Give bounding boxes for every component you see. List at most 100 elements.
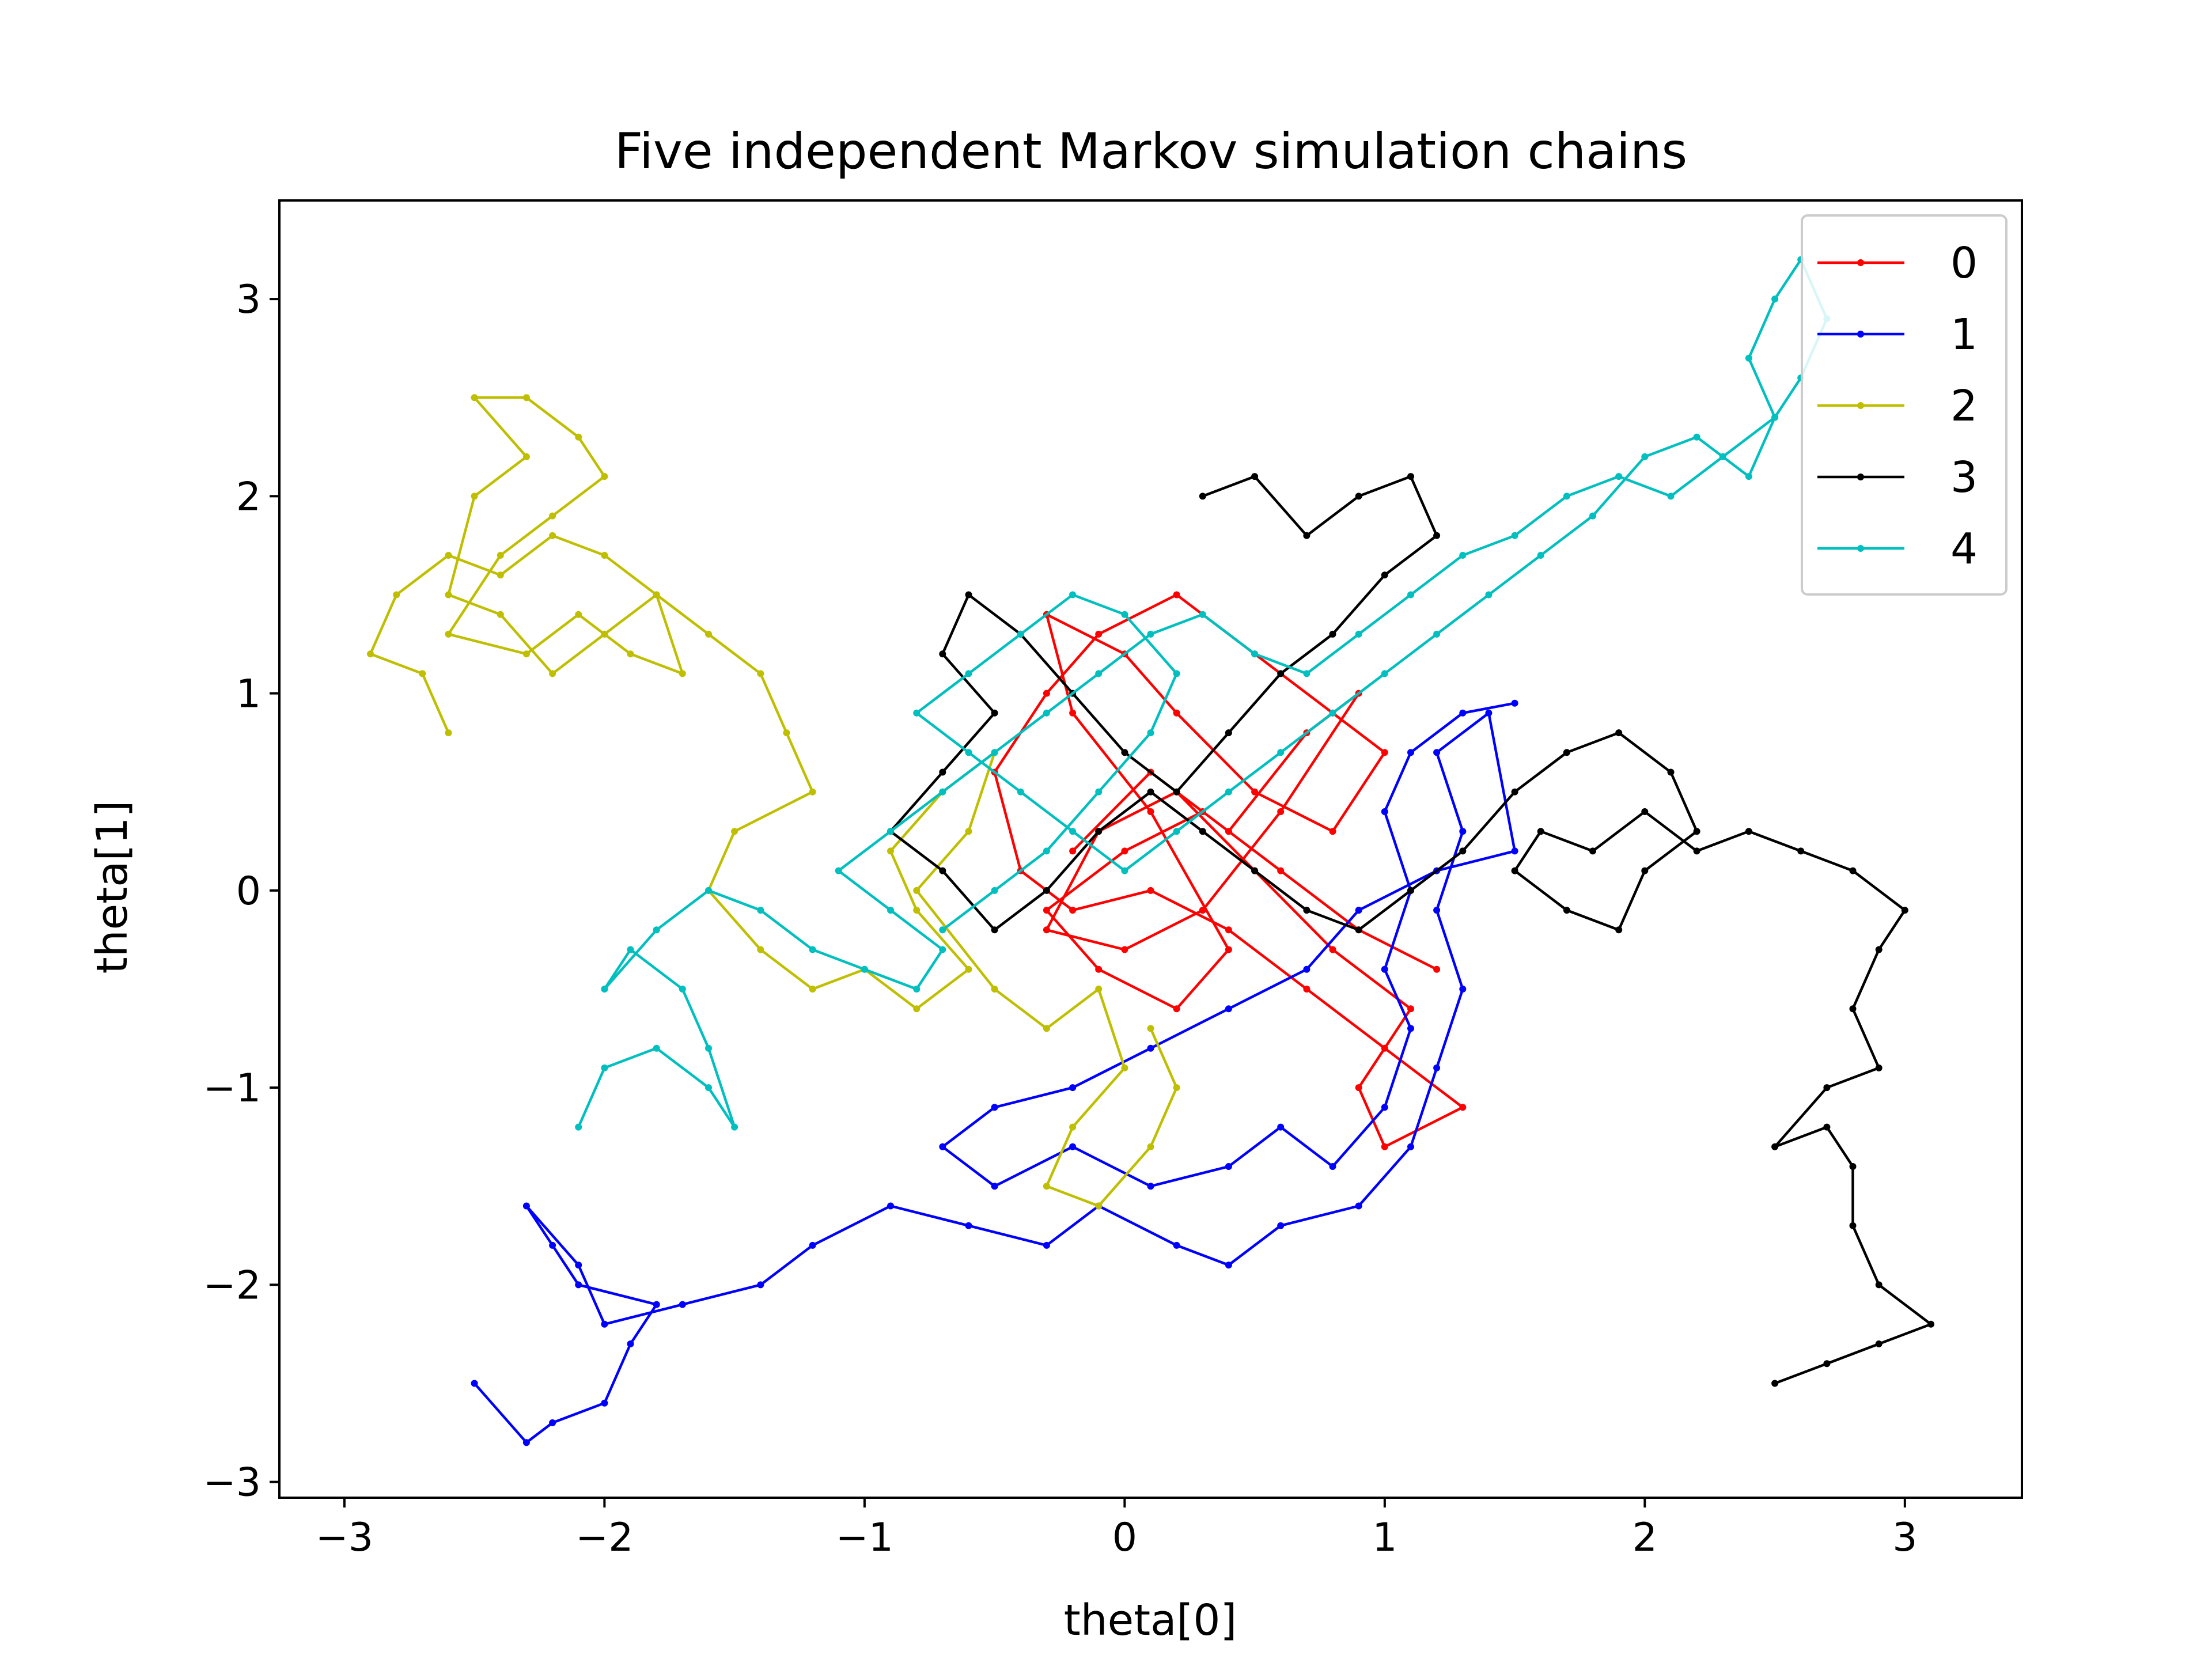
- series-4-point: [1719, 453, 1726, 460]
- series-0-point: [1147, 808, 1154, 815]
- series-0-point: [1095, 630, 1103, 638]
- series-2-point: [913, 907, 921, 914]
- series-4-point: [1225, 788, 1232, 796]
- series-1-point: [1485, 709, 1493, 717]
- series-1-point: [1329, 1163, 1336, 1170]
- series-1-point: [653, 1301, 660, 1308]
- series-4-point: [705, 1044, 712, 1052]
- series-4-point: [1667, 493, 1675, 500]
- series-4-point: [1771, 414, 1779, 421]
- series-4-point: [1173, 828, 1180, 835]
- series-0-point: [1043, 926, 1050, 934]
- series-3-point: [1043, 887, 1050, 894]
- series-4-point: [627, 946, 634, 953]
- series-3-point: [965, 591, 972, 599]
- legend-label: 1: [1950, 310, 1978, 359]
- series-4-point: [1173, 670, 1180, 677]
- x-tick-label: −3: [316, 1515, 373, 1560]
- series-4-point: [1069, 591, 1077, 599]
- series-3-point: [1433, 532, 1441, 539]
- series-2-point: [445, 591, 452, 599]
- series-2-point: [965, 828, 972, 835]
- series-2-point: [471, 493, 478, 500]
- series-2-point: [1043, 1183, 1050, 1190]
- series-4-point: [1121, 867, 1128, 874]
- series-1-point: [809, 1241, 816, 1249]
- series-3-point: [1329, 630, 1336, 638]
- series-1-point: [991, 1104, 998, 1111]
- series-1-point: [1407, 749, 1414, 756]
- series-4-point: [1563, 493, 1570, 500]
- series-3-point: [1823, 1084, 1831, 1092]
- series-0-point: [1199, 907, 1206, 914]
- series-1-line: [473, 702, 1516, 1444]
- series-0-point: [1225, 926, 1232, 934]
- series-4-point: [757, 907, 764, 914]
- series-3-point: [1407, 887, 1414, 894]
- series-3-point: [1823, 1123, 1831, 1131]
- legend-entry: 2: [1817, 381, 1978, 431]
- legend-label: 0: [1950, 238, 1978, 288]
- series-0-point: [1069, 907, 1077, 914]
- series-3-point: [1381, 571, 1388, 579]
- series-0-point: [1381, 1044, 1388, 1052]
- series-4-point: [939, 946, 946, 953]
- series-2-point: [913, 1005, 921, 1013]
- series-3-point: [1407, 473, 1414, 480]
- series-0-point: [1043, 907, 1050, 914]
- series-3-point: [939, 650, 946, 658]
- legend-label: 2: [1950, 381, 1978, 431]
- series-4-point: [1615, 473, 1623, 480]
- series-2-point: [809, 986, 816, 993]
- series-3-point: [1563, 907, 1570, 914]
- series-3-point: [1849, 1222, 1857, 1229]
- series-4-point: [1043, 709, 1050, 717]
- series-2-point: [393, 591, 400, 599]
- series-3-point: [1849, 1163, 1857, 1170]
- series-4-point: [913, 709, 921, 717]
- series-2-point: [549, 532, 556, 539]
- series-1-point: [1381, 1104, 1388, 1111]
- series-3-point: [1511, 788, 1518, 796]
- legend: 0 1 2 3 4: [1801, 214, 2008, 596]
- series-3-point: [1199, 493, 1206, 500]
- series-4-point: [653, 1044, 660, 1052]
- series-4-point: [939, 926, 946, 934]
- series-1-point: [1459, 986, 1467, 993]
- series-3-point: [1667, 768, 1675, 776]
- series-1-point: [549, 1241, 556, 1249]
- series-4-point: [575, 1123, 582, 1131]
- series-0-point: [1251, 788, 1259, 796]
- y-axis-ticks: −3 −2 −1 0 1 2 3: [203, 277, 279, 1506]
- series-4-point: [1303, 670, 1310, 677]
- series-4-point: [1329, 709, 1336, 717]
- series-1: [471, 699, 1518, 1446]
- series-2-point: [1147, 1025, 1154, 1032]
- series-4-point: [835, 867, 842, 874]
- series-1-point: [1043, 1241, 1050, 1249]
- y-tick-label: −3: [203, 1460, 261, 1506]
- series-4-point: [601, 1064, 608, 1071]
- series-2-point: [445, 552, 452, 559]
- series-1-point: [1433, 749, 1441, 756]
- series-3-point: [1303, 907, 1310, 914]
- series-0-point: [1225, 946, 1232, 953]
- series-1-point: [1303, 965, 1310, 973]
- series-2-point: [445, 630, 452, 638]
- series-2-point: [653, 591, 660, 599]
- series-1-point: [601, 1399, 608, 1407]
- series-4-point: [1641, 453, 1649, 460]
- series-2-point: [471, 394, 478, 402]
- series-3-point: [1849, 867, 1857, 874]
- series-4-point: [1095, 788, 1103, 796]
- x-axis-label: theta[0]: [1064, 1596, 1237, 1645]
- series-2: [367, 394, 1180, 1210]
- series-4-point: [861, 965, 868, 973]
- series-3-point: [1615, 729, 1623, 737]
- series-4-point: [913, 986, 921, 993]
- series-1-point: [575, 1281, 582, 1289]
- series-2-point: [522, 453, 530, 460]
- series-4-point: [1017, 630, 1024, 638]
- legend-swatch-marker: [1857, 402, 1864, 409]
